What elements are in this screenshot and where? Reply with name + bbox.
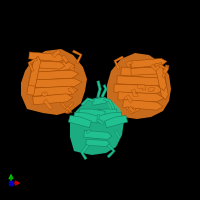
Polygon shape [96, 119, 104, 125]
Polygon shape [43, 99, 53, 110]
Polygon shape [28, 58, 38, 72]
Polygon shape [86, 139, 110, 146]
Polygon shape [97, 114, 100, 122]
Polygon shape [97, 81, 101, 97]
Polygon shape [72, 50, 82, 64]
Polygon shape [105, 115, 128, 128]
Polygon shape [21, 49, 87, 115]
Polygon shape [150, 64, 160, 71]
Polygon shape [33, 61, 65, 69]
Polygon shape [148, 87, 155, 92]
Polygon shape [131, 89, 138, 97]
Polygon shape [84, 130, 112, 139]
Polygon shape [32, 86, 78, 96]
Polygon shape [98, 112, 123, 123]
Polygon shape [41, 92, 48, 97]
Polygon shape [60, 102, 74, 110]
Polygon shape [107, 144, 115, 158]
Polygon shape [138, 85, 146, 90]
Polygon shape [126, 106, 140, 114]
Polygon shape [31, 70, 79, 80]
Polygon shape [79, 109, 105, 118]
Polygon shape [114, 130, 121, 139]
Polygon shape [126, 60, 133, 68]
Polygon shape [86, 129, 91, 134]
Polygon shape [131, 58, 167, 68]
Polygon shape [157, 70, 168, 100]
Polygon shape [118, 92, 164, 102]
Polygon shape [65, 107, 72, 113]
Polygon shape [114, 84, 164, 94]
Polygon shape [68, 115, 91, 128]
Polygon shape [104, 98, 115, 110]
Polygon shape [131, 67, 163, 75]
Polygon shape [28, 56, 41, 86]
Polygon shape [31, 62, 75, 73]
Polygon shape [81, 144, 89, 160]
Polygon shape [117, 76, 165, 86]
Polygon shape [27, 63, 38, 95]
Polygon shape [52, 49, 61, 58]
Polygon shape [114, 56, 124, 70]
Polygon shape [101, 84, 107, 98]
Polygon shape [68, 88, 76, 94]
Polygon shape [107, 53, 171, 119]
Polygon shape [61, 55, 69, 64]
Polygon shape [92, 97, 108, 105]
Polygon shape [64, 110, 70, 114]
Polygon shape [91, 109, 117, 118]
Polygon shape [70, 97, 124, 155]
Polygon shape [84, 109, 112, 117]
Polygon shape [73, 112, 98, 123]
Polygon shape [69, 64, 75, 71]
Polygon shape [33, 94, 73, 105]
Polygon shape [162, 65, 169, 74]
Polygon shape [155, 63, 166, 91]
Polygon shape [81, 98, 94, 106]
Polygon shape [124, 95, 133, 103]
Polygon shape [121, 67, 165, 78]
Polygon shape [158, 64, 168, 78]
Polygon shape [29, 52, 65, 62]
Polygon shape [123, 99, 163, 110]
Polygon shape [99, 120, 103, 123]
Polygon shape [32, 78, 82, 88]
Polygon shape [128, 106, 136, 113]
